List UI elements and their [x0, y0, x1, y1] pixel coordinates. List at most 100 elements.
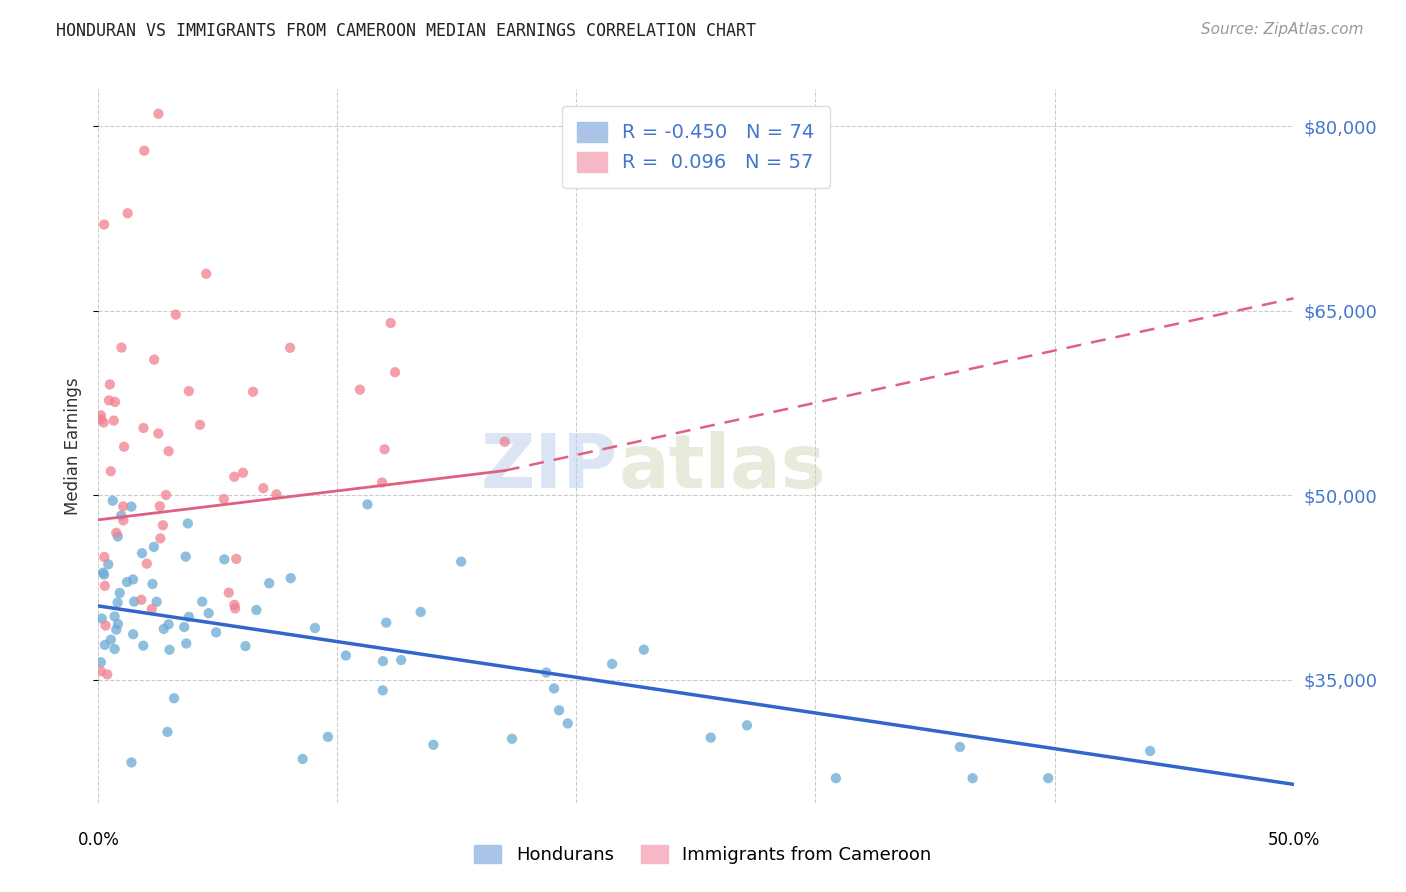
- Point: [191, 594, 214, 608]
- Point: [132, 421, 155, 435]
- Text: HONDURAN VS IMMIGRANTS FROM CAMEROON MEDIAN EARNINGS CORRELATION CHART: HONDURAN VS IMMIGRANTS FROM CAMEROON MED…: [56, 22, 756, 40]
- Point: [94, 638, 117, 652]
- Point: [291, 752, 314, 766]
- Point: [122, 573, 145, 587]
- Point: [177, 516, 200, 531]
- Point: [422, 738, 444, 752]
- Point: [384, 365, 406, 379]
- Point: [225, 552, 247, 566]
- Point: [224, 601, 246, 615]
- Point: [205, 625, 228, 640]
- Point: [93, 416, 115, 430]
- Point: [235, 639, 257, 653]
- Point: [212, 491, 235, 506]
- Point: [104, 395, 127, 409]
- Point: [94, 618, 117, 632]
- Point: [149, 532, 172, 546]
- Point: [409, 605, 432, 619]
- Point: [335, 648, 357, 663]
- Point: [543, 681, 565, 696]
- Point: [143, 352, 166, 367]
- Point: [112, 513, 135, 527]
- Text: Source: ZipAtlas.com: Source: ZipAtlas.com: [1201, 22, 1364, 37]
- Point: [163, 691, 186, 706]
- Point: [148, 426, 170, 441]
- Point: [97, 393, 120, 408]
- Point: [371, 654, 394, 668]
- Point: [536, 665, 558, 680]
- Point: [188, 417, 211, 432]
- Point: [115, 575, 138, 590]
- Point: [98, 377, 121, 392]
- Point: [107, 529, 129, 543]
- Point: [156, 725, 179, 739]
- Point: [157, 444, 180, 458]
- Point: [224, 598, 246, 612]
- Point: [371, 683, 394, 698]
- Point: [600, 657, 623, 671]
- Point: [557, 716, 579, 731]
- Point: [214, 552, 236, 566]
- Point: [165, 308, 187, 322]
- Point: [104, 642, 127, 657]
- Point: [374, 442, 396, 457]
- Point: [280, 571, 302, 585]
- Point: [97, 558, 120, 572]
- Text: 0.0%: 0.0%: [77, 831, 120, 849]
- Point: [152, 518, 174, 533]
- Point: [110, 508, 132, 523]
- Point: [90, 412, 112, 426]
- Point: [122, 627, 145, 641]
- Point: [197, 606, 219, 620]
- Point: [105, 623, 128, 637]
- Point: [494, 434, 516, 449]
- Point: [356, 498, 378, 512]
- Point: [134, 144, 156, 158]
- Point: [135, 557, 157, 571]
- Point: [242, 384, 264, 399]
- Point: [112, 500, 135, 514]
- Point: [131, 546, 153, 560]
- Text: ZIP: ZIP: [481, 431, 619, 504]
- Point: [266, 487, 288, 501]
- Point: [1038, 771, 1060, 785]
- Point: [142, 540, 165, 554]
- Text: 50.0%: 50.0%: [1267, 831, 1320, 849]
- Point: [112, 440, 135, 454]
- Point: [501, 731, 523, 746]
- Point: [108, 586, 131, 600]
- Point: [152, 622, 174, 636]
- Point: [96, 667, 118, 681]
- Point: [93, 567, 115, 582]
- Point: [101, 493, 124, 508]
- Point: [349, 383, 371, 397]
- Point: [93, 218, 115, 232]
- Point: [132, 639, 155, 653]
- Point: [100, 464, 122, 478]
- Point: [195, 267, 218, 281]
- Point: [548, 703, 571, 717]
- Point: [257, 576, 280, 591]
- Point: [174, 549, 197, 564]
- Point: [148, 107, 170, 121]
- Point: [245, 603, 267, 617]
- Point: [129, 592, 152, 607]
- Point: [159, 642, 181, 657]
- Text: atlas: atlas: [619, 431, 825, 504]
- Point: [105, 525, 128, 540]
- Point: [173, 620, 195, 634]
- Point: [91, 566, 114, 580]
- Legend: R = -0.450   N = 74, R =  0.096   N = 57: R = -0.450 N = 74, R = 0.096 N = 57: [562, 106, 830, 188]
- Point: [224, 469, 246, 483]
- Point: [278, 341, 301, 355]
- Y-axis label: Median Earnings: Median Earnings: [65, 377, 83, 515]
- Point: [962, 771, 984, 785]
- Legend: Hondurans, Immigrants from Cameroon: Hondurans, Immigrants from Cameroon: [460, 830, 946, 879]
- Point: [700, 731, 723, 745]
- Point: [1139, 744, 1161, 758]
- Point: [145, 595, 167, 609]
- Point: [375, 615, 398, 630]
- Point: [380, 316, 402, 330]
- Point: [122, 594, 145, 608]
- Point: [103, 413, 125, 427]
